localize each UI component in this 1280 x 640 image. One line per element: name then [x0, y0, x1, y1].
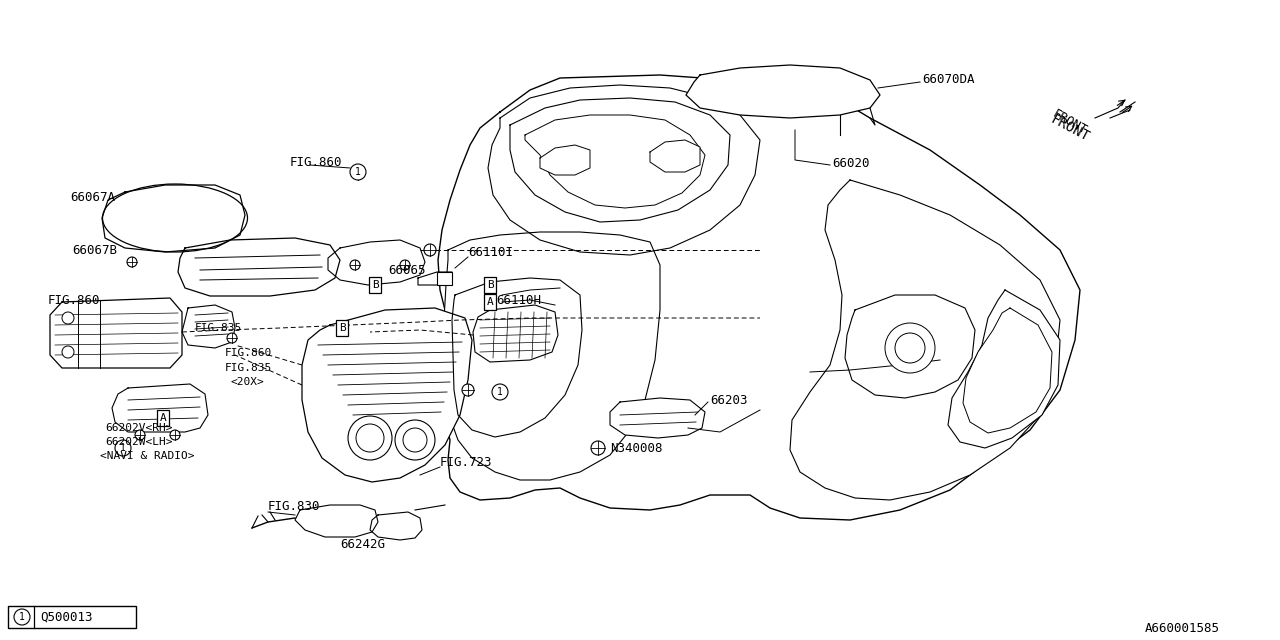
- Text: B: B: [339, 323, 346, 333]
- Text: B: B: [486, 280, 493, 290]
- Text: FIG.830: FIG.830: [268, 500, 320, 513]
- Polygon shape: [540, 145, 590, 175]
- Polygon shape: [790, 180, 1060, 500]
- Polygon shape: [650, 140, 700, 172]
- Polygon shape: [444, 232, 660, 480]
- Circle shape: [348, 416, 392, 460]
- Circle shape: [349, 164, 366, 180]
- Polygon shape: [178, 238, 340, 296]
- Text: 66070DA: 66070DA: [922, 72, 974, 86]
- Text: FIG.835: FIG.835: [195, 323, 242, 333]
- Text: 66067B: 66067B: [72, 243, 116, 257]
- Text: FIG.723: FIG.723: [440, 456, 493, 468]
- Polygon shape: [113, 384, 209, 432]
- Polygon shape: [525, 115, 705, 208]
- Text: 1: 1: [19, 612, 24, 622]
- Text: <20X>: <20X>: [230, 377, 264, 387]
- Text: 66203: 66203: [710, 394, 748, 406]
- Text: FIG.860: FIG.860: [291, 156, 343, 168]
- Polygon shape: [948, 290, 1060, 448]
- Text: 66242G: 66242G: [340, 538, 385, 552]
- Circle shape: [356, 424, 384, 452]
- Circle shape: [591, 441, 605, 455]
- Text: 1: 1: [497, 387, 503, 397]
- Polygon shape: [370, 512, 422, 540]
- Circle shape: [61, 312, 74, 324]
- Bar: [436, 272, 452, 285]
- Text: 66202W<LH>: 66202W<LH>: [105, 437, 173, 447]
- Text: 66110I: 66110I: [468, 246, 513, 259]
- Circle shape: [170, 430, 180, 440]
- Text: A: A: [486, 297, 493, 307]
- Circle shape: [349, 260, 360, 270]
- Bar: [8, 606, 136, 628]
- Text: FIG.860: FIG.860: [225, 348, 273, 358]
- Text: FRONT: FRONT: [1050, 107, 1089, 137]
- Polygon shape: [963, 308, 1052, 433]
- Polygon shape: [50, 298, 182, 368]
- Circle shape: [127, 257, 137, 267]
- Circle shape: [396, 420, 435, 460]
- Text: 66065: 66065: [388, 264, 425, 276]
- Polygon shape: [182, 305, 236, 348]
- Text: 1: 1: [355, 167, 361, 177]
- Polygon shape: [438, 75, 1080, 520]
- Polygon shape: [452, 278, 582, 437]
- Polygon shape: [509, 98, 730, 222]
- Text: B: B: [371, 280, 379, 290]
- Circle shape: [424, 244, 436, 256]
- Text: FRONT: FRONT: [1048, 112, 1092, 144]
- Circle shape: [403, 428, 428, 452]
- Circle shape: [115, 440, 131, 456]
- Text: FIG.860: FIG.860: [49, 294, 101, 307]
- Text: 66202V<RH>: 66202V<RH>: [105, 423, 173, 433]
- Polygon shape: [474, 305, 558, 362]
- Polygon shape: [102, 185, 244, 252]
- Text: 1: 1: [120, 443, 125, 453]
- Circle shape: [492, 384, 508, 400]
- Polygon shape: [845, 295, 975, 398]
- Circle shape: [895, 333, 925, 363]
- Circle shape: [884, 323, 934, 373]
- Text: 66110H: 66110H: [497, 294, 541, 307]
- Text: Q500013: Q500013: [40, 611, 92, 623]
- Text: FIG.835: FIG.835: [225, 363, 273, 373]
- Text: N340008: N340008: [611, 442, 663, 454]
- Circle shape: [227, 333, 237, 343]
- Polygon shape: [294, 505, 378, 537]
- Text: 66067A: 66067A: [70, 191, 115, 204]
- Circle shape: [401, 260, 410, 270]
- Text: A: A: [160, 413, 166, 423]
- Text: A660001585: A660001585: [1146, 621, 1220, 634]
- Polygon shape: [611, 398, 705, 438]
- Text: 66020: 66020: [832, 157, 869, 170]
- Circle shape: [14, 609, 29, 625]
- Circle shape: [462, 384, 474, 396]
- Text: <NAVI & RADIO>: <NAVI & RADIO>: [100, 451, 195, 461]
- Circle shape: [61, 346, 74, 358]
- Polygon shape: [686, 65, 881, 118]
- Polygon shape: [302, 308, 472, 482]
- Circle shape: [134, 430, 145, 440]
- Polygon shape: [488, 85, 760, 255]
- Polygon shape: [328, 240, 425, 285]
